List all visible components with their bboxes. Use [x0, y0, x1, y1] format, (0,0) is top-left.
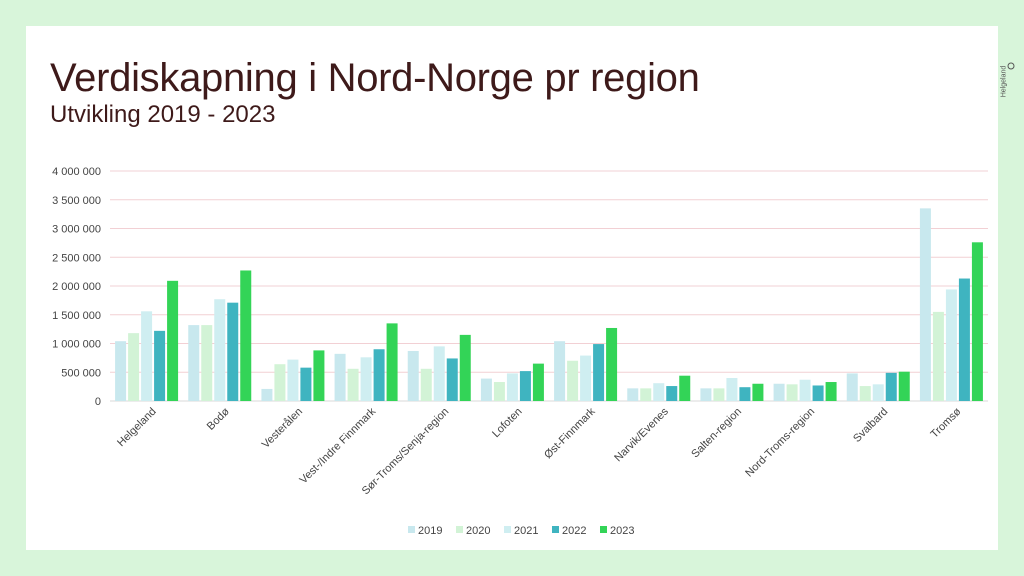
bar-2022 [519, 371, 531, 401]
bar-2022 [446, 358, 458, 401]
bar-2020 [567, 360, 579, 401]
x-tick-label: Bodø [205, 405, 232, 432]
bar-2023 [167, 280, 179, 401]
bar-2022 [227, 302, 239, 401]
legend-swatch [408, 526, 415, 533]
bar-2023 [825, 382, 837, 401]
bar-2021 [506, 373, 518, 401]
legend-swatch [504, 526, 511, 533]
x-tick-label: Narvik/Evenes [612, 405, 671, 464]
bar-2020 [128, 333, 140, 401]
bar-2023 [459, 334, 471, 401]
bar-2021 [726, 378, 738, 401]
bar-2019 [554, 341, 566, 401]
bar-2021 [580, 355, 592, 401]
bar-2022 [666, 386, 678, 401]
legend-swatch [456, 526, 463, 533]
bar-2022 [154, 330, 166, 401]
bar-2020 [932, 311, 944, 401]
bar-2020 [347, 368, 359, 401]
bar-2020 [640, 388, 652, 401]
bar-2022 [300, 367, 312, 401]
bar-2021 [141, 311, 153, 401]
y-tick-label: 4 000 000 [52, 166, 101, 178]
bar-2021 [945, 289, 957, 401]
x-tick-label: Tromsø [929, 405, 964, 440]
bar-2023 [679, 375, 691, 401]
bar-2021 [360, 357, 372, 401]
bar-2023 [752, 383, 764, 401]
bar-2022 [958, 278, 970, 401]
bar-2020 [493, 382, 505, 401]
bar-2019 [846, 373, 858, 401]
y-tick-label: 2 500 000 [52, 252, 101, 264]
bar-2022 [373, 349, 385, 401]
bar-2023 [606, 327, 618, 401]
slide: Verdiskapning i Nord-Norge pr region Utv… [26, 26, 1007, 550]
bar-2019 [480, 378, 492, 401]
x-tick-label: Øst-Finnmark [542, 405, 598, 461]
y-tick-label: 3 500 000 [52, 195, 101, 207]
x-tick-label: Salten-region [689, 406, 744, 461]
bar-2020 [713, 388, 725, 401]
bar-2020 [420, 368, 432, 401]
bar-2019 [700, 388, 712, 401]
x-tick-label: Svalbard [851, 406, 890, 445]
y-tick-label: 1 000 000 [52, 339, 101, 351]
bar-2021 [287, 359, 299, 401]
bar-2019 [773, 383, 785, 401]
y-tick-label: 0 [95, 396, 101, 408]
x-tick-label: Lofoten [490, 406, 524, 440]
bar-2022 [593, 344, 605, 401]
bar-2019 [334, 353, 346, 401]
x-tick-label: Sør-Troms/Senja-region [360, 406, 452, 498]
bar-2021 [433, 346, 445, 401]
bar-2019 [188, 325, 200, 401]
bar-2021 [214, 299, 226, 401]
bar-2019 [261, 388, 273, 401]
bar-2020 [274, 364, 286, 401]
legend-swatch [600, 526, 607, 533]
bar-2022 [885, 372, 897, 401]
bar-2020 [859, 386, 871, 401]
legend-label: 2019 [418, 525, 442, 537]
bar-2019 [627, 388, 639, 401]
bar-2023 [313, 350, 325, 401]
legend-label: 2022 [562, 525, 586, 537]
bar-2022 [812, 385, 824, 401]
bar-2019 [919, 208, 931, 401]
bar-2019 [115, 341, 127, 401]
legend-label: 2020 [466, 525, 490, 537]
y-tick-label: 2 000 000 [52, 281, 101, 293]
bar-2021 [872, 384, 884, 401]
legend-swatch [552, 526, 559, 533]
bar-2023 [240, 270, 252, 401]
y-tick-label: 1 500 000 [52, 310, 101, 322]
x-tick-label: Nord-Troms-region [743, 406, 817, 480]
bar-2023 [971, 242, 983, 401]
bar-2021 [653, 383, 665, 401]
bar-2020 [201, 325, 213, 401]
x-tick-label: Vest-/Indre Finnmark [298, 405, 379, 486]
bar-2022 [739, 387, 751, 401]
legend-label: 2021 [514, 525, 538, 537]
bar-2020 [786, 384, 798, 401]
y-tick-label: 3 000 000 [52, 224, 101, 236]
bar-2023 [898, 371, 910, 401]
legend-label: 2023 [610, 525, 634, 537]
bar-2019 [407, 350, 419, 401]
logo-mark-icon [1007, 62, 1015, 70]
bar-2023 [532, 363, 544, 401]
bar-2021 [799, 379, 811, 401]
x-tick-label: Helgeland [115, 406, 159, 450]
x-tick-label: Vesterålen [260, 406, 305, 451]
chart-title: Verdiskapning i Nord-Norge pr region [50, 56, 700, 100]
y-tick-label: 500 000 [61, 367, 101, 379]
bar-2023 [386, 323, 398, 401]
chart-subtitle: Utvikling 2019 - 2023 [50, 101, 276, 128]
